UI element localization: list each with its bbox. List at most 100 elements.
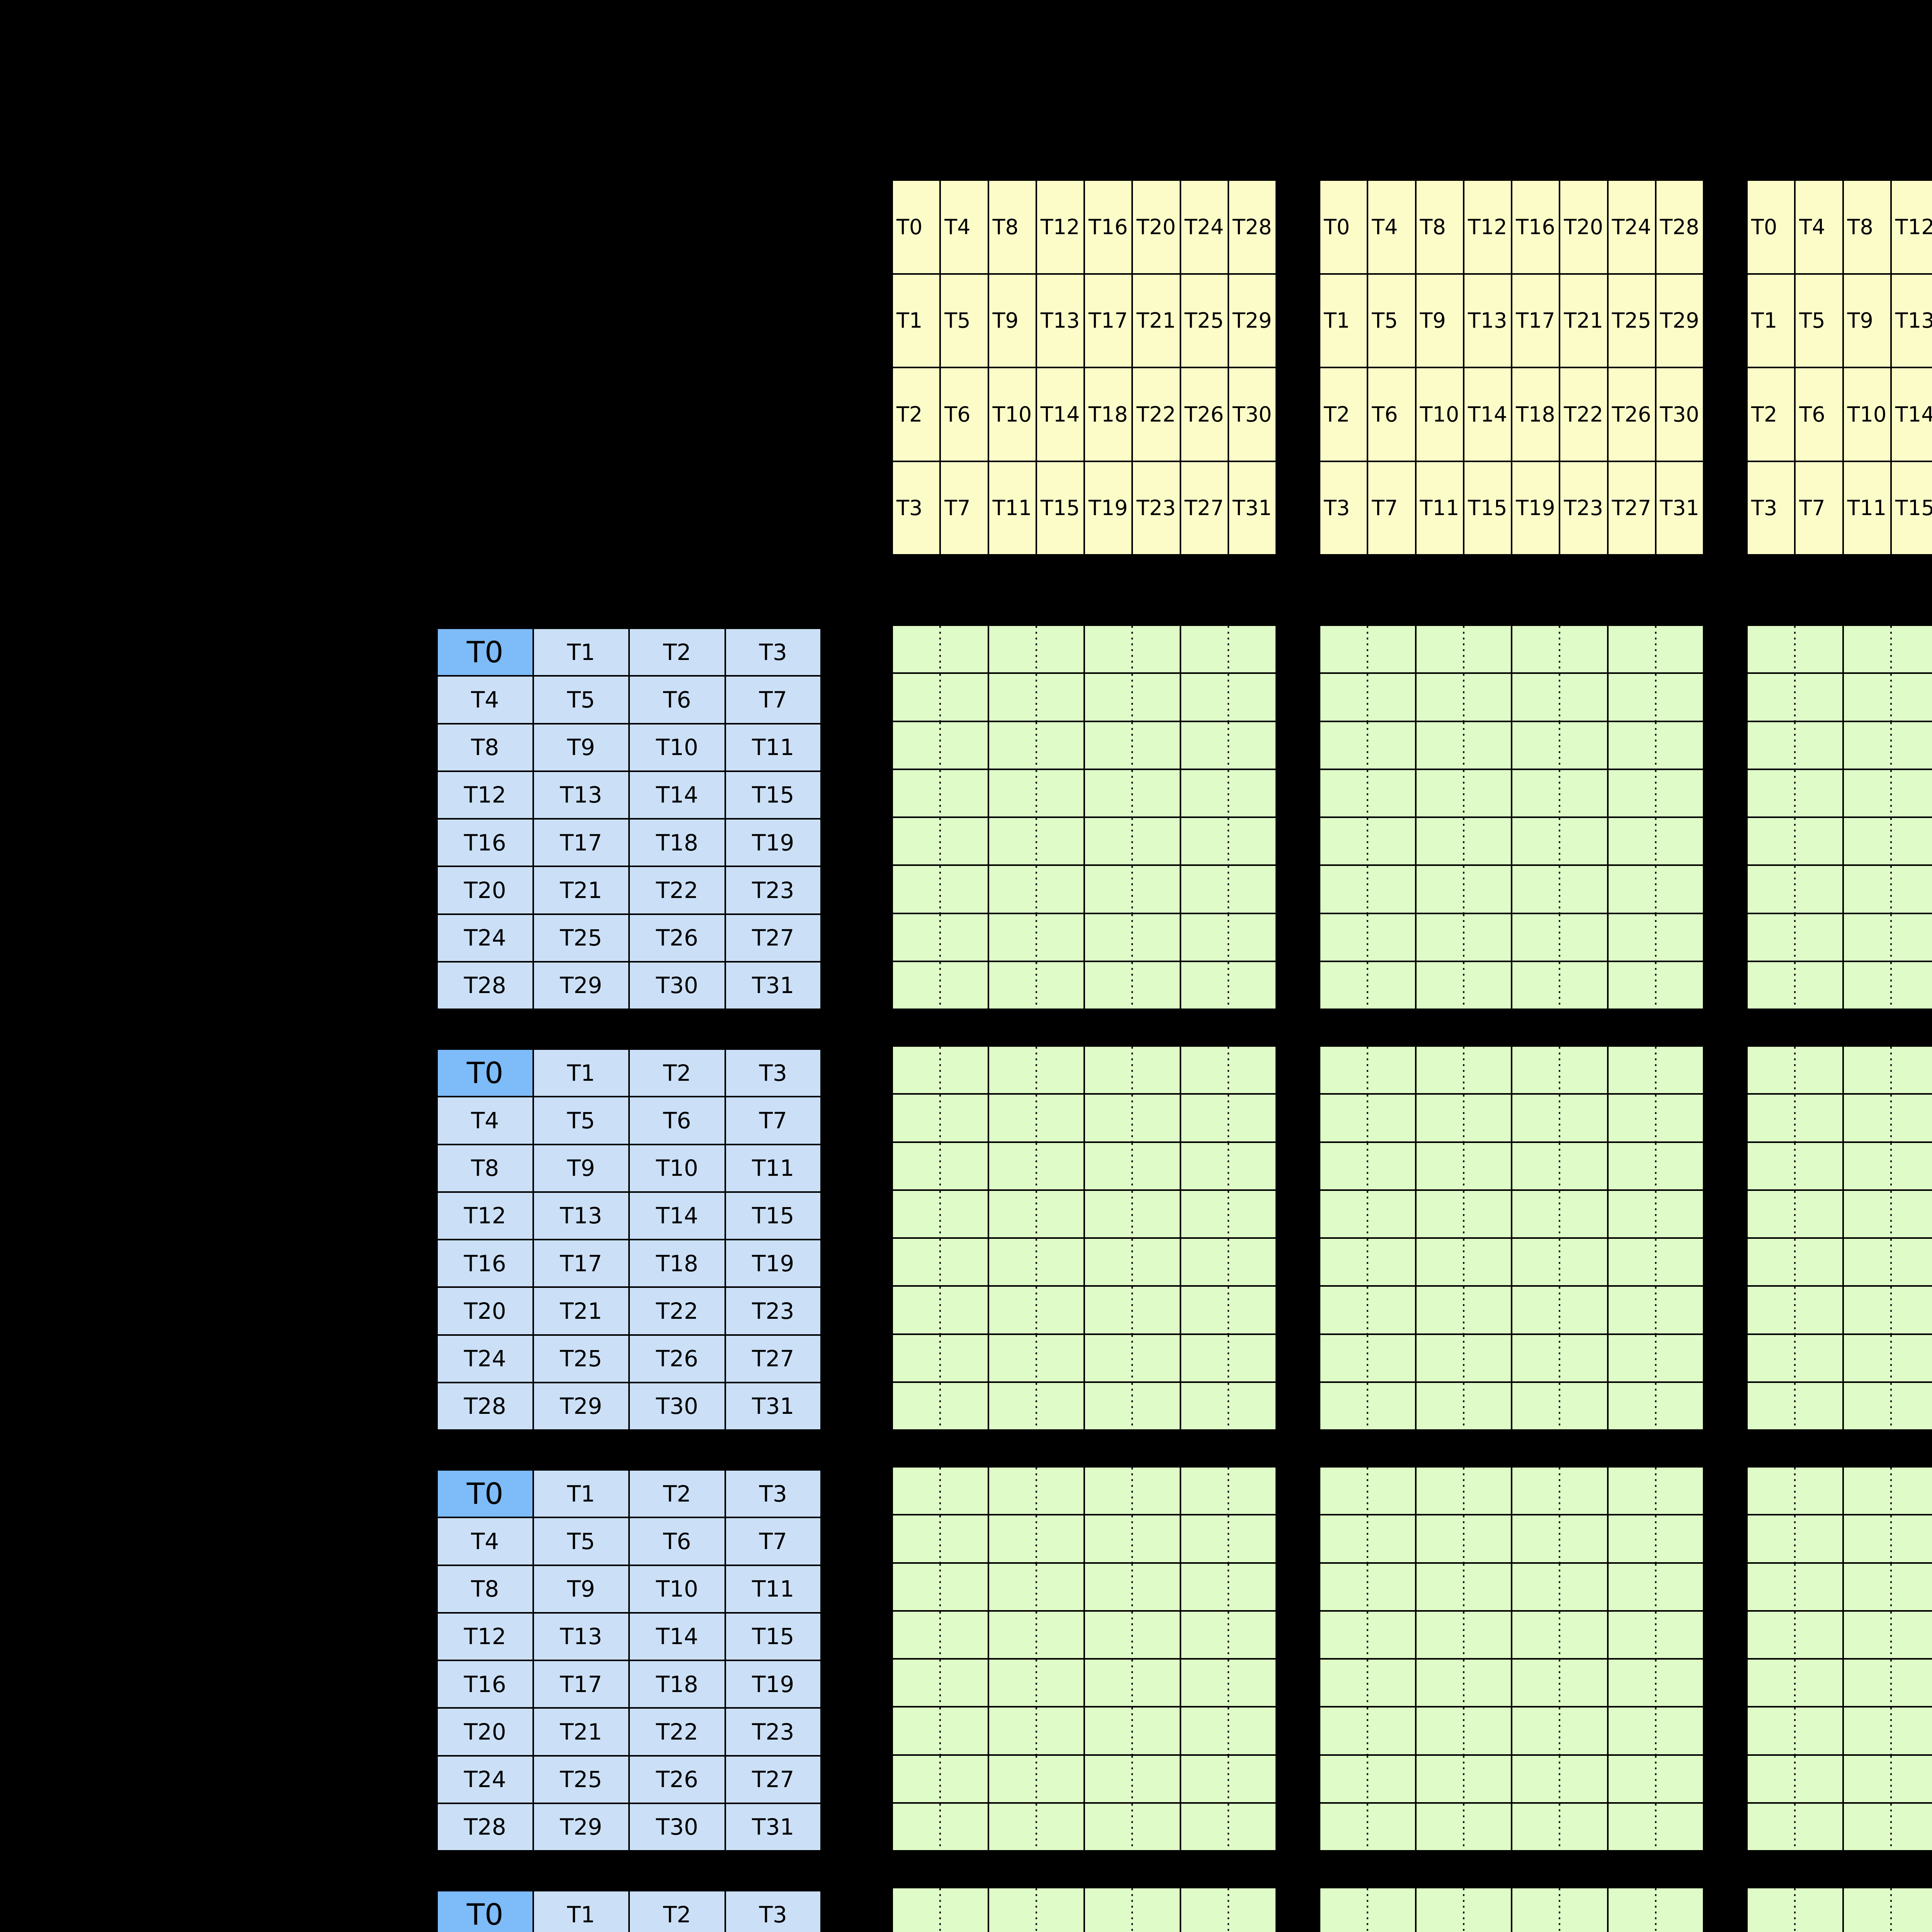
thread-cell: T23 xyxy=(1560,462,1607,554)
thread-cell: T28 xyxy=(438,1383,532,1429)
thread-cell: T22 xyxy=(630,1709,724,1755)
thread-cell: T29 xyxy=(534,1804,628,1850)
tile-cell xyxy=(989,1190,1083,1238)
tile-cell xyxy=(989,722,1083,769)
tile-cell xyxy=(1608,1803,1703,1850)
tile-cell xyxy=(1181,770,1276,817)
thread-cell: T2 xyxy=(630,1471,724,1517)
tile-cell xyxy=(1608,866,1703,913)
tile-cell xyxy=(1608,722,1703,769)
thread-cell: T20 xyxy=(438,1288,532,1334)
tile-cell xyxy=(1085,914,1180,961)
thread-cell: T31 xyxy=(1656,462,1703,554)
thread-cell: T17 xyxy=(1512,274,1559,367)
thread-cell: T10 xyxy=(630,1145,724,1191)
thread-cell: T30 xyxy=(630,962,724,1009)
thread-cell: T6 xyxy=(630,677,724,723)
thread-cell: T13 xyxy=(1037,274,1083,367)
tile-cell xyxy=(1416,1888,1511,1932)
tile-cell xyxy=(1085,962,1180,1009)
thread-cell: T8 xyxy=(438,1566,532,1612)
tile-cell xyxy=(1416,1660,1511,1706)
tile-cell xyxy=(1844,1660,1932,1706)
tile-cell xyxy=(1844,1143,1932,1190)
top-thread-map-grid: T0T4T8T12T16T20T24T28T1T5T9T13T17T21T25T… xyxy=(1746,179,1932,556)
thread-cell: T5 xyxy=(1368,274,1415,367)
thread-cell: T18 xyxy=(630,1661,724,1708)
tile-cell xyxy=(1181,1515,1276,1562)
thread-cell: T2 xyxy=(893,368,940,461)
tile-cell xyxy=(1748,818,1842,865)
thread-cell: T23 xyxy=(726,1709,820,1755)
thread-cell: T2 xyxy=(1320,368,1367,461)
thread-cell: T20 xyxy=(438,867,532,913)
tile-cell xyxy=(1085,1383,1180,1430)
tile-cell xyxy=(1181,1563,1276,1611)
thread-cell: T3 xyxy=(1320,462,1367,554)
thread-cell: T13 xyxy=(534,1192,628,1239)
thread-cell: T23 xyxy=(726,1288,820,1334)
tile-cell xyxy=(989,1563,1083,1611)
tile-cell xyxy=(1320,962,1415,1009)
result-tile-grid xyxy=(1318,1466,1705,1852)
tile-cell xyxy=(989,770,1083,817)
thread-cell: T8 xyxy=(438,724,532,770)
tile-cell xyxy=(893,1383,988,1430)
thread-cell: T26 xyxy=(630,1756,724,1803)
thread-cell: T4 xyxy=(438,677,532,723)
tile-cell xyxy=(1608,1335,1703,1382)
thread-cell: T14 xyxy=(1037,368,1083,461)
tile-cell xyxy=(1085,626,1180,673)
tile-cell xyxy=(1844,1335,1932,1382)
tile-cell xyxy=(1512,1611,1607,1658)
tile-cell xyxy=(893,1190,988,1238)
thread-cell: T13 xyxy=(534,772,628,818)
tile-cell xyxy=(1181,1708,1276,1754)
tile-cell xyxy=(1085,1563,1180,1611)
tile-cell xyxy=(1085,818,1180,865)
tile-cell xyxy=(1181,1383,1276,1430)
thread-cell: T12 xyxy=(438,772,532,818)
thread-cell: T27 xyxy=(726,1335,820,1382)
tile-cell xyxy=(989,1803,1083,1850)
thread-cell: T3 xyxy=(726,1891,820,1932)
tile-cell xyxy=(1181,818,1276,865)
tile-cell xyxy=(1085,1468,1180,1514)
result-tile-grid xyxy=(1318,1886,1705,1932)
thread-cell: T27 xyxy=(1608,462,1655,554)
tile-cell xyxy=(893,722,988,769)
tile-cell xyxy=(1608,1888,1703,1932)
tile-cell xyxy=(989,962,1083,1009)
tile-cell xyxy=(1748,1611,1842,1658)
tile-cell xyxy=(989,626,1083,673)
thread-cell: T21 xyxy=(534,1288,628,1334)
thread-cell: T8 xyxy=(1844,181,1890,273)
tile-cell xyxy=(1320,1095,1415,1141)
thread-cell: T26 xyxy=(630,915,724,961)
tile-cell xyxy=(893,1660,988,1706)
tile-cell xyxy=(1512,818,1607,865)
tile-cell xyxy=(1416,818,1511,865)
thread-cell: T29 xyxy=(534,1383,628,1429)
thread-cell: T6 xyxy=(1368,368,1415,461)
tile-cell xyxy=(1512,1755,1607,1803)
tile-cell xyxy=(1512,626,1607,673)
tile-cell xyxy=(989,1047,1083,1094)
thread-cell: T0 xyxy=(1320,181,1367,273)
thread-cell: T21 xyxy=(534,1709,628,1755)
tile-cell xyxy=(1320,1047,1415,1094)
tile-cell xyxy=(1512,1239,1607,1286)
tile-cell xyxy=(1416,1047,1511,1094)
tile-cell xyxy=(1320,1515,1415,1562)
tile-cell xyxy=(1844,1468,1932,1514)
result-tile-grid xyxy=(1318,1045,1705,1431)
thread-cell: T18 xyxy=(1512,368,1559,461)
tile-cell xyxy=(893,1095,988,1141)
tile-cell xyxy=(1320,1383,1415,1430)
thread-cell: T25 xyxy=(1181,274,1228,367)
thread-cell: T20 xyxy=(438,1709,532,1755)
thread-cell: T0 xyxy=(893,181,940,273)
tile-cell xyxy=(1844,1047,1932,1094)
thread-cell: T11 xyxy=(989,462,1036,554)
